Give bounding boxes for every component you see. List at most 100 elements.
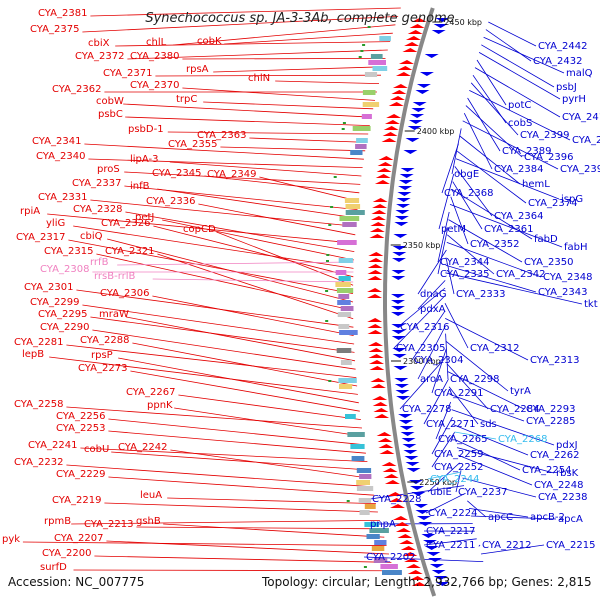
gene-arrow-forward: [370, 216, 386, 220]
gene-arrow-forward: [367, 276, 383, 280]
gene-label: CYA_2343: [538, 287, 587, 298]
rna-mark: [358, 56, 362, 58]
leader-line: [73, 569, 395, 572]
leader-line: [117, 261, 354, 266]
gene-arrow-forward: [395, 72, 411, 76]
gene-label: CYA_2313: [530, 355, 579, 366]
gene-label: CYA_2396: [524, 152, 573, 163]
gene-arrow-forward: [369, 228, 385, 232]
gene-label: CYA_2384: [494, 164, 543, 175]
rna-mark: [342, 122, 346, 124]
gene-label: CYA_2301: [24, 282, 73, 293]
gene-label: rpsP: [91, 350, 113, 361]
leader-line: [435, 401, 452, 440]
leader-line: [157, 253, 354, 320]
gene-label: cobS: [508, 118, 532, 129]
gene-label: CYA_2335: [440, 269, 489, 280]
feature-block: [345, 414, 356, 419]
leader-line: [483, 36, 565, 74]
gene-arrow-forward: [372, 198, 388, 202]
rna-mark: [341, 128, 345, 130]
gene-label: CYA_2215: [546, 540, 595, 551]
gene-label: CYA_2281: [14, 337, 63, 348]
gene-arrow-reverse: [403, 150, 418, 154]
leader-line: [454, 431, 497, 440]
gene-arrow-forward: [390, 96, 405, 100]
feature-block: [340, 360, 352, 365]
leader-line: [275, 80, 380, 84]
leader-line: [447, 371, 525, 410]
gene-label: CYA_2299: [30, 297, 79, 308]
gene-arrow-forward: [369, 360, 384, 364]
gene-arrow-forward: [378, 156, 394, 160]
leader-line: [68, 239, 354, 294]
gene-label: CYA_2306: [100, 288, 149, 299]
leader-line: [204, 175, 360, 194]
gene-label: CYA_2268: [498, 434, 547, 445]
gene-arrow-forward: [405, 564, 421, 568]
gene-label: CYA_2315: [44, 246, 93, 257]
gene-label: yliG: [46, 218, 65, 229]
leader-line: [446, 242, 542, 278]
gene-arrow-reverse: [394, 378, 409, 382]
feature-block: [350, 150, 363, 155]
gene-label: psbJ: [556, 82, 577, 93]
leader-line: [478, 52, 561, 100]
leader-line: [124, 171, 361, 185]
gene-arrow-reverse: [392, 246, 407, 250]
feature-block: [380, 564, 398, 569]
gene-label: rpmB: [44, 516, 71, 527]
leader-line: [182, 87, 376, 101]
gene-arrow-forward: [411, 582, 427, 586]
gene-label: psbD-1: [128, 124, 164, 135]
rna-mark: [333, 176, 337, 178]
gene-label: CYA_2298: [450, 374, 499, 385]
gene-arrow-reverse: [392, 354, 407, 358]
gene-label: pyk: [2, 534, 20, 545]
gene-arrow-reverse: [391, 312, 406, 316]
gene-label: rpsA: [186, 64, 209, 75]
gene-label: mraW: [99, 309, 129, 320]
gene-arrow-reverse: [416, 84, 431, 88]
leader-line: [445, 272, 583, 305]
gene-label: apcA: [558, 514, 583, 525]
gene-label: CYA_2232: [14, 457, 63, 468]
gene-label: CYA_2361: [484, 224, 533, 235]
feature-block: [342, 222, 357, 227]
gene-arrow-forward: [384, 120, 400, 124]
leader-line: [465, 105, 523, 158]
gene-label: petM: [441, 224, 466, 235]
gene-arrow-forward: [384, 480, 400, 484]
leader-line: [167, 497, 376, 504]
gene-label: CYA_2413: [562, 112, 600, 123]
leader-line: [108, 476, 375, 496]
gene-arrow-reverse: [431, 30, 446, 34]
leader-line: [468, 508, 529, 518]
gene-label: cobU: [84, 444, 109, 455]
feature-block: [350, 444, 365, 449]
gene-arrow-forward: [388, 498, 404, 502]
leader-line: [71, 520, 380, 525]
leader-line: [445, 257, 455, 295]
feature-block: [370, 54, 383, 59]
gene-arrow-reverse: [435, 18, 450, 22]
leader-line: [445, 264, 537, 293]
gene-arrow-forward: [370, 384, 386, 388]
leader-line: [431, 432, 455, 468]
gene-label: CYA_2293: [526, 404, 575, 415]
gene-label: CYA_2394: [560, 164, 600, 175]
gene-label: tyrA: [510, 386, 531, 397]
gene-arrow-forward: [407, 30, 423, 34]
gene-arrow-forward: [402, 552, 418, 556]
gene-label: CYA_2256: [56, 411, 105, 422]
leader-line: [132, 342, 358, 387]
gene-label: CYA_2295: [38, 309, 87, 320]
leader-line: [170, 449, 371, 479]
leader-line: [90, 199, 357, 227]
gene-arrow-reverse: [398, 420, 413, 424]
gene-label: CYA_2237: [458, 487, 507, 498]
gene-arrow-forward: [367, 324, 383, 328]
gene-label: CYA_2370: [130, 80, 179, 91]
feature-block: [352, 126, 371, 131]
feature-block: [356, 138, 368, 143]
